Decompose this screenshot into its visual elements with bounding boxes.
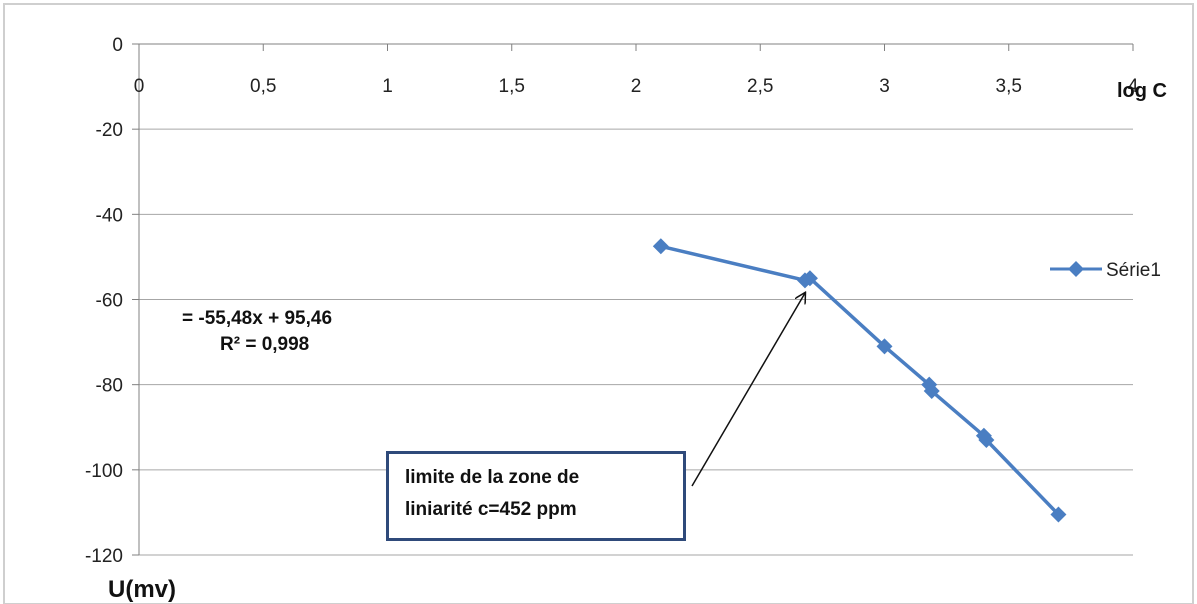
- y-axis-title: U(mv): [108, 576, 176, 603]
- x-axis-title: log C: [1117, 80, 1167, 102]
- data-point: [801, 270, 818, 287]
- regression-equation: = -55,48x + 95,46: [182, 308, 332, 329]
- y-tick-label: 0: [112, 35, 123, 56]
- data-point: [652, 238, 669, 255]
- x-tick-label: 1,5: [499, 76, 525, 97]
- series-line: [660, 244, 1060, 516]
- axis-layer: 0 -20 -40 -60 -80 -100 -120 0 0,5 1 1,5 2 2,5 3 3,5 4: [85, 35, 1139, 567]
- x-tick-label: 0,5: [250, 76, 276, 97]
- callout-text-line-1: limite de la zone de: [405, 467, 580, 488]
- data-point: [978, 432, 995, 449]
- data-point: [923, 383, 940, 400]
- callout-arrow: [691, 293, 805, 487]
- x-tick-label: 1: [382, 76, 393, 97]
- y-tick-label: -60: [96, 291, 123, 312]
- data-point: [1050, 506, 1067, 523]
- y-tick-label: -100: [85, 461, 123, 482]
- x-tick-label: 2,5: [747, 76, 773, 97]
- x-tick-label: 3,5: [996, 76, 1022, 97]
- y-tick-label: -40: [96, 205, 123, 226]
- callout-text-line-2: liniarité c=452 ppm: [405, 499, 577, 520]
- chart-border: [3, 3, 1194, 604]
- y-tick-label: -80: [96, 376, 123, 397]
- legend: Série1: [1050, 260, 1161, 281]
- y-tick-label: -20: [96, 120, 123, 141]
- x-tick-label: 4: [1128, 76, 1139, 97]
- arrow-layer: [691, 293, 805, 487]
- legend-label: Série1: [1106, 260, 1161, 281]
- y-tick-label: -120: [85, 546, 123, 567]
- series-layer: [652, 238, 1067, 523]
- callout-box: limite de la zone de liniarité c=452 ppm: [386, 451, 686, 541]
- legend-marker: [1068, 261, 1084, 277]
- x-tick-label: 2: [631, 76, 642, 97]
- x-tick-label: 3: [879, 76, 890, 97]
- r-squared-label: R² = 0,998: [220, 334, 309, 355]
- x-tick-label: 0: [134, 76, 145, 97]
- data-point: [876, 338, 893, 355]
